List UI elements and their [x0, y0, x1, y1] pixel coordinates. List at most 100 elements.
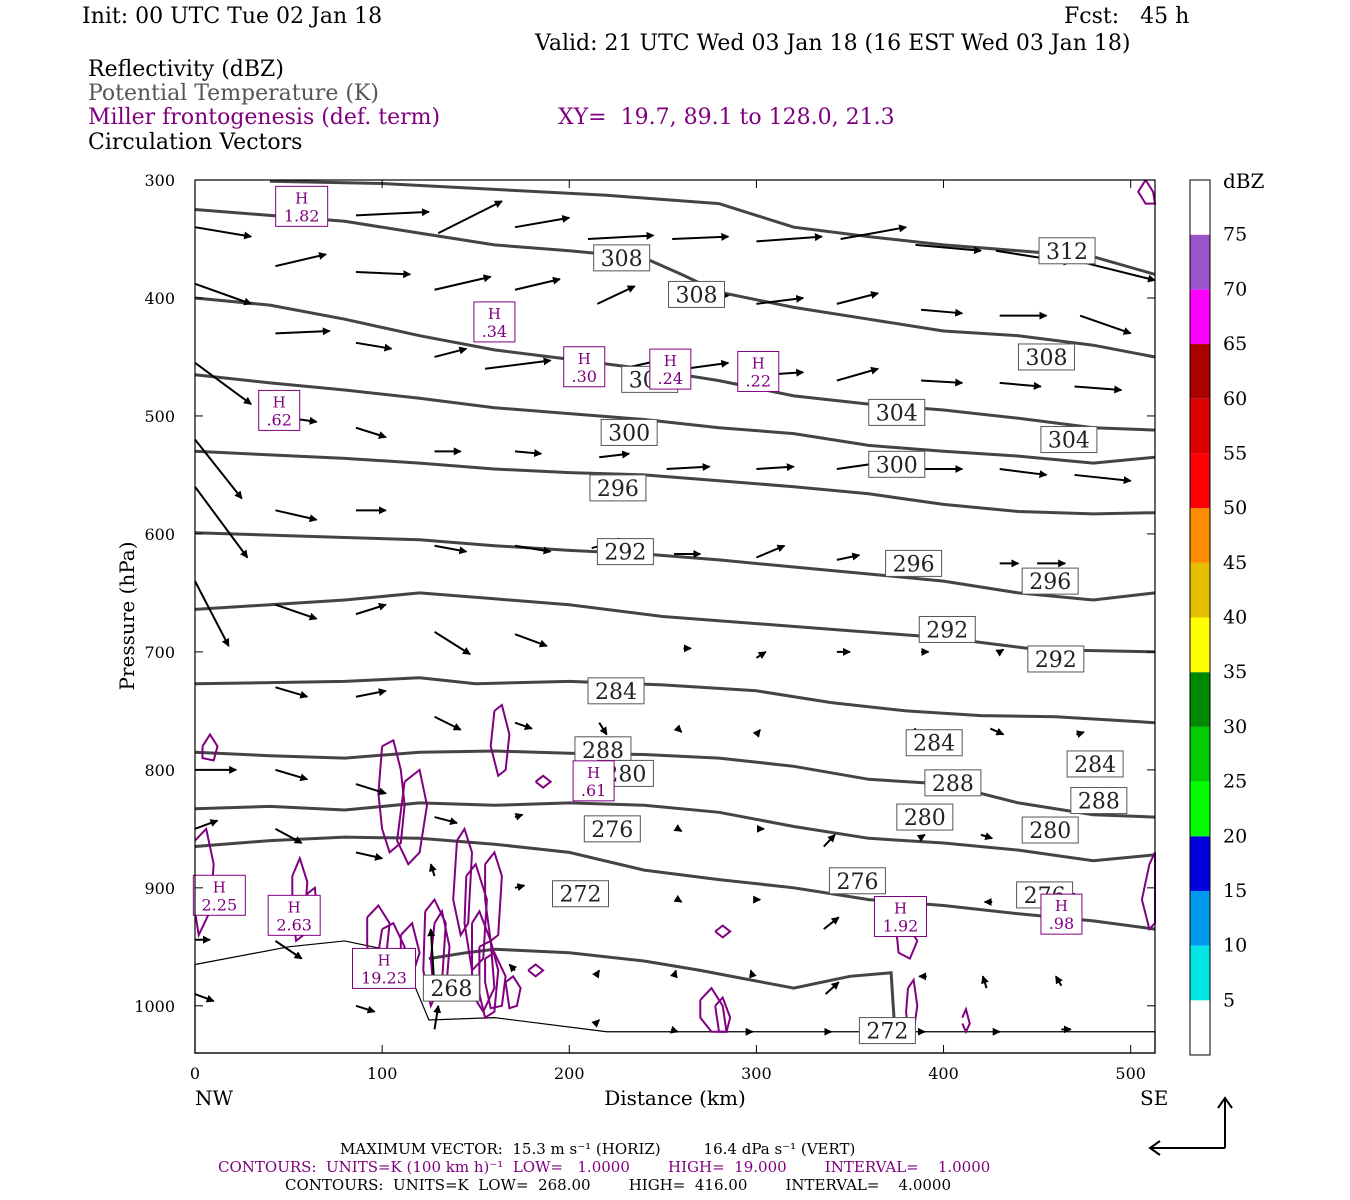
- theta-label-box: [422, 974, 480, 1002]
- circulation-vector-76: [598, 722, 608, 736]
- circulation-vector-118: [194, 993, 215, 1003]
- colorbar-swatch-9: [1190, 508, 1210, 563]
- circulation-vector-12: [275, 252, 327, 268]
- axes: 300 400 500 600 700 800 900 1000 0 100 200 300 400 50…: [134, 171, 1155, 1083]
- max-vector-note: MAXIMUM VECTOR: 15.3 m s⁻¹ (HORIZ) 16.4 …: [340, 1140, 856, 1158]
- circulation-vector-97: [429, 863, 437, 877]
- theta-label-box: [596, 538, 654, 566]
- theta-label-box: [868, 398, 926, 426]
- theta-label-3: 308: [1017, 343, 1075, 371]
- circulation-vector-74: [434, 715, 462, 731]
- colorbar-swatch-4: [1190, 781, 1210, 837]
- theta-contour-312: [269, 179, 1156, 276]
- frontogenesis-max-h: H: [587, 764, 600, 782]
- theta-label-text: 296: [597, 477, 639, 502]
- colorbar-swatch-8: [1190, 562, 1210, 618]
- theta-label-box: [858, 1017, 916, 1045]
- circulation-vector-91: [916, 833, 926, 842]
- colorbar-label-30: 30: [1223, 716, 1247, 738]
- frontogenesis-max-h: H: [752, 354, 765, 372]
- circulation-vector-86: [514, 812, 524, 821]
- terrain-outline: [194, 940, 1156, 1054]
- theta-label-box: [593, 244, 651, 272]
- theta-label-text: 284: [1074, 753, 1116, 778]
- theta-label-27: 272: [551, 880, 609, 908]
- theta-label-text: 284: [913, 732, 955, 757]
- theta-label-text: 292: [1035, 648, 1077, 673]
- frontogenesis-max-box: [873, 896, 927, 938]
- colorbar-swatch-7: [1190, 617, 1210, 673]
- theta-label-22: 280: [896, 803, 954, 831]
- y-axis-title: Pressure (hPa): [115, 542, 139, 691]
- theta-label-7: 300: [600, 418, 658, 446]
- theta-label-text: 292: [926, 618, 968, 643]
- frontogenesis-max-value: 1.82: [284, 206, 320, 225]
- y-tick-label-800: 800: [144, 761, 175, 780]
- circulation-vector-56: [836, 552, 861, 561]
- theta-label-text: 296: [893, 552, 935, 577]
- colorbar-swatch-12: [1190, 344, 1210, 399]
- frontogenesis-max-box: [1040, 893, 1083, 935]
- theta-label-8: 300: [868, 450, 926, 478]
- circulation-vector-55: [756, 544, 786, 559]
- theta-label-text: 300: [608, 421, 650, 446]
- circulation-vector-49: [275, 509, 318, 523]
- theta-label-29: 268: [422, 974, 480, 1002]
- frontogenesis-max-value: .30: [572, 367, 597, 386]
- theta-label-box: [574, 736, 632, 764]
- frontogenesis-max-box: [737, 350, 780, 392]
- frontogenesis-max-3: H.24: [649, 348, 692, 390]
- circulation-vector-4: [194, 226, 253, 240]
- frontogenesis-contour-16: [484, 850, 503, 943]
- theta-label-text: 304: [1048, 429, 1090, 454]
- circulation-vector-95: [274, 827, 303, 844]
- colorbar-label-50: 50: [1223, 497, 1247, 519]
- frontogenesis-contour-15: [484, 951, 507, 1010]
- circulation-vector-111: [592, 969, 601, 979]
- theta-label-text: 276: [836, 870, 878, 895]
- circulation-vector-48: [194, 438, 243, 500]
- theta-label-text: 292: [604, 541, 646, 566]
- theta-label-text: 308: [601, 247, 643, 272]
- circulation-vector-20: [920, 308, 964, 317]
- frontogenesis-max-h: H: [213, 878, 226, 896]
- frontogenesis-max-box: [649, 348, 692, 390]
- theta-label-6: 304: [1040, 426, 1098, 454]
- y-tick-label-600: 600: [144, 525, 175, 544]
- frontogenesis-contour-7: [377, 738, 406, 855]
- frontogenesis-max-9: H19.23: [352, 947, 417, 989]
- frontogenesis-max-box: [572, 760, 615, 802]
- theta-contour-288: [194, 591, 1156, 654]
- colorbar-label-10: 10: [1223, 935, 1247, 957]
- y-tick-label-400: 400: [144, 289, 175, 308]
- frontogenesis-contour-note: CONTOURS: UNITS=K (100 km h)⁻¹ LOW= 1.00…: [218, 1158, 991, 1176]
- circulation-vector-41: [599, 450, 631, 459]
- colorbar-label-55: 55: [1223, 442, 1247, 464]
- colorbar-label-35: 35: [1223, 661, 1247, 683]
- frontogenesis-max-value: 1.92: [883, 917, 919, 936]
- colorbar-swatch-1: [1190, 945, 1210, 1001]
- frontogenesis-contour-11: [452, 826, 474, 938]
- colorbar-label-25: 25: [1223, 771, 1247, 793]
- theta-contour-300: [194, 373, 1156, 465]
- circulation-vector-40: [514, 449, 543, 458]
- theta-label-2: 312: [1038, 237, 1096, 265]
- frontogenesis-contour-8: [396, 768, 429, 866]
- circulation-vector-78: [752, 728, 761, 738]
- theta-label-12: 292: [596, 538, 654, 566]
- circulation-vector-27: [484, 357, 552, 370]
- field-potential-temperature: Potential Temperature (K): [88, 81, 379, 106]
- circulation-vector-102: [823, 916, 840, 930]
- frontogenesis-contour-22: [714, 924, 732, 939]
- circulation-vector-110: [508, 963, 518, 973]
- circulation-vector-7: [756, 233, 823, 243]
- colorbar-swatch-5: [1190, 726, 1210, 782]
- colorbar-title: dBZ: [1223, 169, 1265, 193]
- theta-label-box: [905, 729, 963, 757]
- frontogenesis-max-h: H: [578, 350, 591, 368]
- circulation-vector-47: [1074, 473, 1132, 485]
- frontogenesis-max-box: [258, 389, 301, 431]
- circulation-vector-88: [673, 824, 683, 833]
- forecast-hour: Fcst: 45 h: [1064, 4, 1190, 29]
- theta-label-text: 288: [932, 772, 974, 797]
